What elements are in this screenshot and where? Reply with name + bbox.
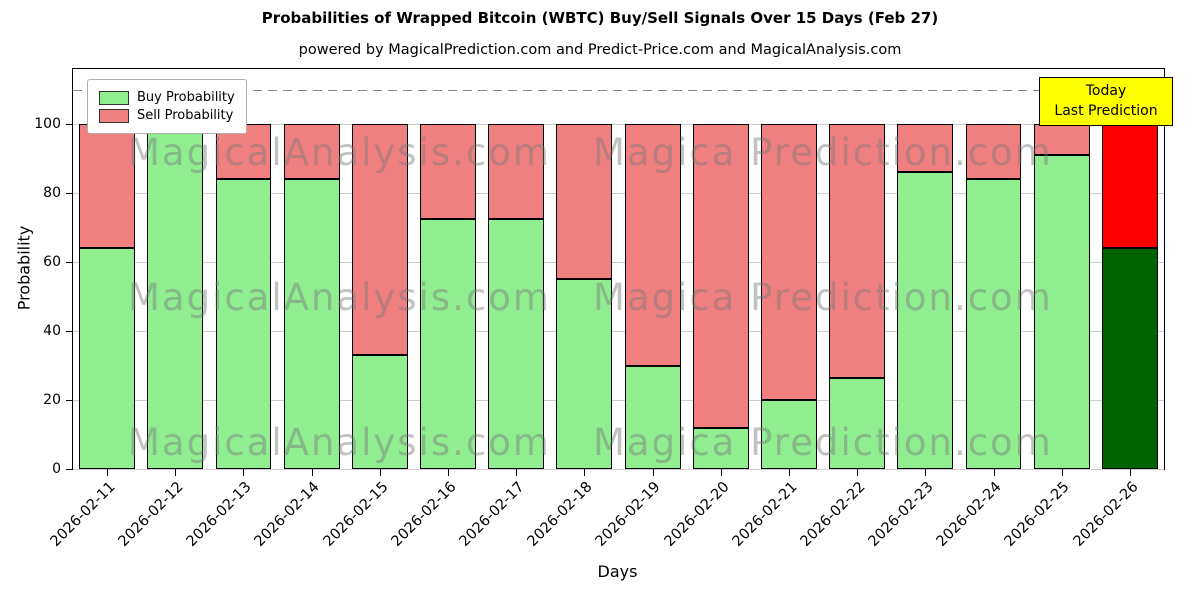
x-tick-mark-2026-02-23 — [925, 469, 927, 476]
y-tick-mark-100 — [66, 124, 73, 126]
x-tick-label-2026-02-11: 2026-02-11 — [47, 479, 119, 550]
sell-bar-2026-02-20 — [692, 124, 749, 428]
sell-bar-2026-02-25 — [1033, 124, 1090, 156]
x-tick-mark-2026-02-22 — [857, 469, 859, 476]
y-tick-label-80: 80 — [43, 185, 61, 202]
sell-bar-2026-02-14 — [283, 124, 340, 180]
sell-bar-2026-02-11 — [79, 124, 136, 249]
gridline-100 — [73, 124, 1164, 126]
x-axis-label: Days — [597, 562, 638, 581]
y-tick-mark-60 — [66, 262, 73, 264]
x-tick-label-2026-02-17: 2026-02-17 — [456, 479, 528, 550]
x-tick-label-2026-02-14: 2026-02-14 — [252, 479, 323, 550]
legend-label-sell: Sell Probability — [137, 108, 234, 123]
gridline-20 — [73, 400, 1164, 402]
legend-item-buy: Buy Probability — [99, 90, 235, 105]
chart-title: Probabilities of Wrapped Bitcoin (WBTC) … — [261, 9, 939, 27]
y-tick-label-60: 60 — [43, 254, 61, 271]
sell-bar-2026-02-15 — [351, 124, 408, 356]
y-tick-label-100: 100 — [34, 116, 61, 133]
x-tick-mark-2026-02-14 — [311, 469, 313, 476]
y-tick-label-20: 20 — [43, 392, 61, 409]
x-tick-mark-2026-02-19 — [652, 469, 654, 476]
x-tick-label-2026-02-22: 2026-02-22 — [797, 479, 869, 550]
x-tick-label-2026-02-19: 2026-02-19 — [592, 479, 664, 550]
y-tick-label-40: 40 — [43, 323, 61, 340]
dashed-threshold-line — [73, 89, 1164, 92]
buy-swatch — [99, 90, 129, 105]
plot-area: MagicalAnalysis.com Magica Prediction.co… — [34, 68, 1173, 550]
x-tick-label-2026-02-21: 2026-02-21 — [729, 479, 801, 550]
today-annotation: Today Last Prediction — [1039, 77, 1173, 126]
y-tick-label-0: 0 — [52, 461, 61, 477]
x-tick-mark-2026-02-17 — [516, 469, 518, 476]
y-tick-mark-20 — [66, 400, 73, 402]
x-tick-label-2026-02-26: 2026-02-26 — [1070, 479, 1142, 550]
gridline-40 — [73, 331, 1164, 333]
buy-bar-2026-02-20 — [692, 427, 749, 469]
x-tick-mark-2026-02-15 — [379, 469, 381, 476]
x-tick-mark-2026-02-24 — [993, 469, 995, 476]
sell-bar-2026-02-22 — [829, 124, 886, 378]
x-tick-mark-2026-02-11 — [107, 469, 109, 476]
buy-bar-2026-02-22 — [829, 377, 886, 469]
y-tick-mark-80 — [66, 193, 73, 195]
x-tick-mark-2026-02-16 — [448, 469, 450, 476]
sell-bar-2026-02-21 — [761, 124, 817, 401]
sell-bar-2026-02-16 — [420, 124, 476, 219]
buy-bar-2026-02-16 — [420, 219, 476, 469]
x-tick-mark-2026-02-26 — [1129, 469, 1131, 476]
sell-bar-2026-02-17 — [488, 124, 545, 219]
sell-bar-2026-02-24 — [965, 124, 1022, 180]
x-tick-label-2026-02-24: 2026-02-24 — [933, 479, 1005, 550]
x-tick-mark-2026-02-21 — [788, 469, 790, 476]
x-tick-label-2026-02-23: 2026-02-23 — [865, 479, 937, 550]
sell-bar-2026-02-19 — [624, 124, 681, 366]
x-tick-mark-2026-02-12 — [175, 469, 177, 476]
x-tick-label-2026-02-15: 2026-02-15 — [320, 479, 392, 550]
sell-bar-2026-02-26 — [1101, 124, 1158, 249]
buy-bar-2026-02-15 — [351, 355, 408, 469]
gridline-0 — [73, 469, 1164, 470]
legend-item-sell: Sell Probability — [99, 108, 235, 123]
buy-bar-2026-02-24 — [965, 179, 1022, 469]
buy-bar-2026-02-21 — [761, 400, 817, 469]
buy-bar-2026-02-12 — [147, 124, 204, 469]
x-tick-label-2026-02-20: 2026-02-20 — [661, 479, 733, 550]
gridline-60 — [73, 262, 1164, 264]
x-tick-mark-2026-02-18 — [584, 469, 586, 476]
x-tick-mark-2026-02-20 — [720, 469, 722, 476]
sell-swatch — [99, 108, 129, 123]
buy-bar-2026-02-14 — [283, 179, 340, 469]
x-tick-label-2026-02-13: 2026-02-13 — [183, 479, 255, 550]
sell-bar-2026-02-23 — [897, 124, 954, 173]
x-tick-label-2026-02-18: 2026-02-18 — [524, 479, 596, 550]
buy-bar-2026-02-11 — [79, 248, 136, 469]
legend: Buy Probability Sell Probability — [87, 79, 247, 134]
sell-bar-2026-02-18 — [556, 124, 613, 280]
buy-bar-2026-02-18 — [556, 279, 613, 469]
legend-label-buy: Buy Probability — [137, 90, 235, 105]
annotation-line2: Last Prediction — [1054, 103, 1158, 120]
x-tick-label-2026-02-25: 2026-02-25 — [1002, 479, 1074, 550]
y-tick-mark-40 — [66, 331, 73, 333]
buy-bar-2026-02-13 — [215, 179, 272, 469]
x-tick-mark-2026-02-25 — [1061, 469, 1063, 476]
buy-bar-2026-02-17 — [488, 219, 545, 469]
chart-subtitle: powered by MagicalPrediction.com and Pre… — [298, 42, 902, 58]
buy-bar-2026-02-25 — [1033, 155, 1090, 469]
x-tick-label-2026-02-16: 2026-02-16 — [388, 479, 460, 550]
y-tick-mark-0 — [66, 469, 73, 470]
x-tick-mark-2026-02-13 — [243, 469, 245, 476]
buy-bar-2026-02-19 — [624, 365, 681, 469]
gridline-80 — [73, 193, 1164, 195]
buy-bar-2026-02-26 — [1101, 248, 1158, 469]
x-tick-label-2026-02-12: 2026-02-12 — [115, 479, 187, 550]
annotation-line1: Today — [1085, 83, 1127, 99]
buy-bar-2026-02-23 — [897, 172, 954, 469]
